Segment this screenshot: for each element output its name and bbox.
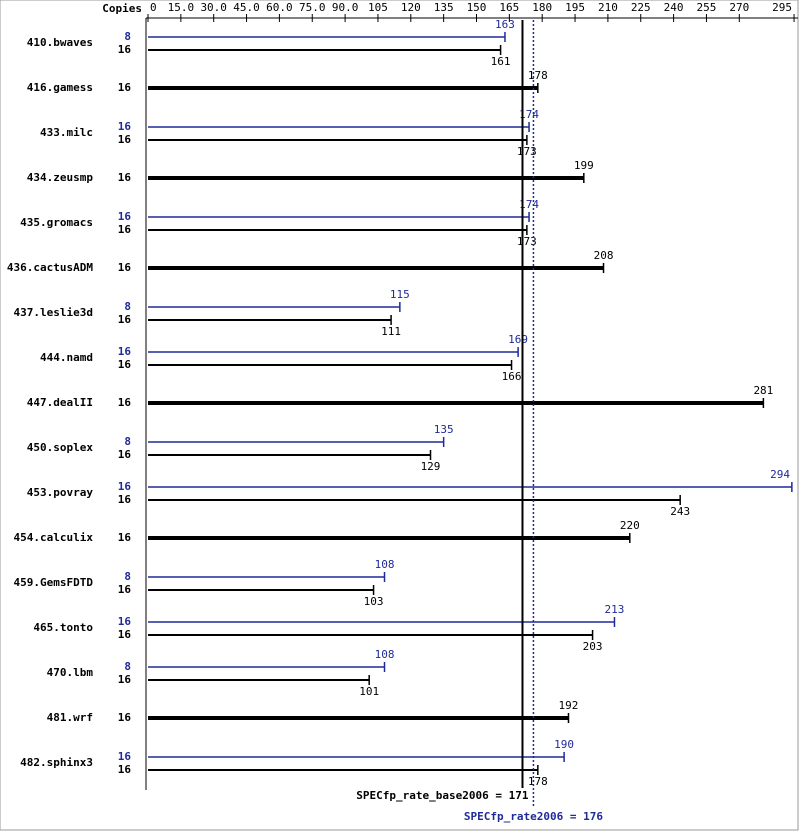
x-tick-label: 150 [467,1,487,14]
category-label: 416.gamess [27,81,93,94]
value-label: 213 [605,603,625,616]
x-tick-label: 210 [598,1,618,14]
value-label: 115 [390,288,410,301]
value-label: 135 [434,423,454,436]
category-label: 481.wrf [47,711,93,724]
value-label: 174 [519,108,539,121]
axis-label: Copies [102,2,142,15]
value-label: 101 [359,685,379,698]
category-label: 433.milc [40,126,93,139]
value-label: 129 [421,460,441,473]
category-label: 444.namd [40,351,93,364]
copies-label: 16 [118,210,132,223]
copies-label: 16 [118,358,132,371]
copies-label: 16 [118,43,132,56]
value-label: 281 [753,384,773,397]
copies-label: 16 [118,133,132,146]
value-label: 166 [502,370,522,383]
category-label: 435.gromacs [20,216,93,229]
value-label: 178 [528,775,548,788]
x-tick-label: 180 [532,1,552,14]
copies-label: 8 [124,435,131,448]
x-tick-label: 15.0 [168,1,195,14]
category-label: 470.lbm [47,666,94,679]
reference-label: SPECfp_rate2006 = 176 [464,810,603,823]
copies-label: 16 [118,171,132,184]
value-label: 163 [495,18,515,31]
copies-label: 16 [118,480,132,493]
category-label: 450.soplex [27,441,94,454]
value-label: 111 [381,325,401,338]
category-label: 437.leslie3d [14,306,93,319]
value-label: 103 [364,595,384,608]
value-label: 192 [559,699,579,712]
value-label: 108 [375,648,395,661]
value-label: 108 [375,558,395,571]
category-label: 434.zeusmp [27,171,94,184]
x-tick-label: 75.0 [299,1,326,14]
copies-label: 16 [118,615,132,628]
copies-label: 16 [118,493,132,506]
value-label: 190 [554,738,574,751]
reference-label: SPECfp_rate_base2006 = 171 [356,789,529,802]
value-label: 208 [594,249,614,262]
category-label: 447.dealII [27,396,93,409]
value-label: 220 [620,519,640,532]
copies-label: 8 [124,30,131,43]
copies-label: 8 [124,300,131,313]
copies-label: 16 [118,223,132,236]
copies-label: 16 [118,261,132,274]
x-tick-label: 295 [772,1,792,14]
category-label: 482.sphinx3 [20,756,93,769]
category-label: 436.cactusADM [7,261,93,274]
category-label: 410.bwaves [27,36,93,49]
x-tick-label: 60.0 [266,1,293,14]
x-tick-label: 255 [697,1,717,14]
x-tick-label: 45.0 [233,1,260,14]
copies-label: 16 [118,583,132,596]
copies-label: 16 [118,120,132,133]
category-label: 459.GemsFDTD [14,576,94,589]
x-tick-label: 165 [499,1,519,14]
copies-label: 16 [118,448,132,461]
x-tick-label: 195 [565,1,585,14]
category-label: 454.calculix [14,531,94,544]
x-tick-label: 0 [150,1,157,14]
copies-label: 16 [118,673,132,686]
x-tick-label: 240 [664,1,684,14]
copies-label: 16 [118,711,132,724]
copies-label: 8 [124,570,131,583]
x-tick-label: 30.0 [200,1,227,14]
copies-label: 16 [118,628,132,641]
copies-label: 16 [118,750,132,763]
copies-label: 8 [124,660,131,673]
value-label: 161 [491,55,511,68]
category-label: 453.povray [27,486,94,499]
x-tick-label: 90.0 [332,1,359,14]
category-label: 465.tonto [33,621,93,634]
x-tick-label: 120 [401,1,421,14]
copies-label: 16 [118,81,132,94]
copies-label: 16 [118,763,132,776]
copies-label: 16 [118,345,132,358]
copies-label: 16 [118,531,132,544]
x-tick-label: 225 [631,1,651,14]
x-tick-label: 105 [368,1,388,14]
copies-label: 16 [118,313,132,326]
x-tick-label: 135 [434,1,454,14]
value-label: 243 [670,505,690,518]
value-label: 178 [528,69,548,82]
copies-label: 16 [118,396,132,409]
value-label: 169 [508,333,528,346]
value-label: 294 [770,468,790,481]
value-label: 174 [519,198,539,211]
x-tick-label: 270 [729,1,749,14]
value-label: 203 [583,640,603,653]
value-label: 199 [574,159,594,172]
